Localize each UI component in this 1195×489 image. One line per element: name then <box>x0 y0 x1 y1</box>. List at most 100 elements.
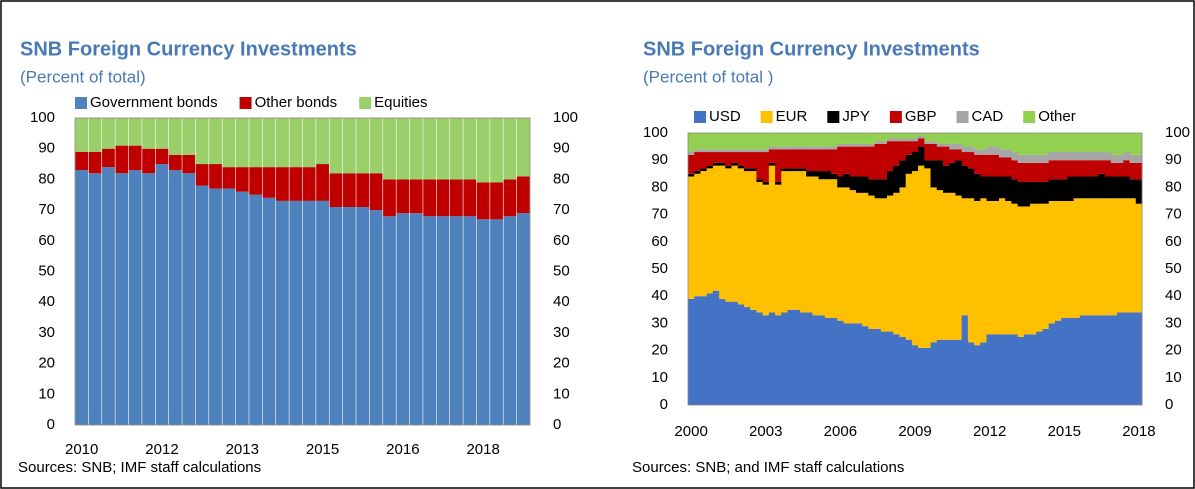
y-tick-label-right: 70 <box>1165 206 1182 223</box>
bar-segment <box>700 171 708 297</box>
bar-segment <box>806 176 813 313</box>
bar-segment <box>1017 154 1025 163</box>
plot-border <box>74 117 531 426</box>
bar-segment <box>737 165 745 169</box>
bar-segment <box>992 154 1000 177</box>
bar-segment <box>837 320 844 405</box>
bar-segment <box>955 339 963 405</box>
bar-segment <box>1054 179 1062 201</box>
y-tick-label-right: 30 <box>553 324 570 341</box>
bar-segment <box>276 167 289 201</box>
bar-segment <box>1098 315 1106 405</box>
x-tick-label: 2015 <box>1048 423 1081 440</box>
bar-segment <box>356 207 370 425</box>
bar-segment <box>855 192 863 324</box>
bar-segment <box>1011 160 1019 180</box>
bar-segment <box>1110 133 1118 155</box>
bar-segment <box>905 173 913 340</box>
bar-segment <box>235 191 249 425</box>
bar-segment <box>787 133 795 147</box>
bar-segment <box>980 176 987 199</box>
legend-label: EUR <box>776 108 808 125</box>
legend-label: Equities <box>374 94 427 111</box>
bar-segment <box>503 118 517 180</box>
bar-segment <box>712 165 720 291</box>
bar-segment <box>768 149 776 163</box>
bar-segment <box>918 133 925 136</box>
bar-segment <box>849 190 857 324</box>
y-tick-label: 90 <box>651 151 668 168</box>
y-tick-label: 10 <box>38 385 55 402</box>
bar-segment <box>980 198 987 343</box>
bar-segment <box>905 141 913 155</box>
bar-segment <box>222 167 236 189</box>
bar-segment <box>737 133 745 150</box>
bar-segment <box>88 151 102 174</box>
bar-segment <box>731 133 739 150</box>
bar-segment <box>936 146 944 161</box>
bar-segment <box>289 118 303 168</box>
chart-subtitle: (Percent of total) <box>20 67 146 86</box>
bar-segment <box>1104 176 1112 199</box>
bar-segment <box>1117 154 1124 163</box>
bar-segment <box>986 201 994 335</box>
bar-segment <box>986 334 994 405</box>
bar-segment <box>1086 160 1093 177</box>
bar-segment <box>787 146 795 150</box>
bar-segment <box>880 133 888 142</box>
y-tick-label: 100 <box>643 124 668 141</box>
bar-segment <box>986 154 994 177</box>
bar-segment <box>1023 334 1031 405</box>
bar-segment <box>712 133 720 150</box>
bar-segment <box>992 176 1000 201</box>
bar-segment <box>762 184 770 316</box>
bar-segment <box>102 167 115 425</box>
bar-segment <box>316 200 329 425</box>
bar-segment <box>1129 154 1137 163</box>
bar-segment <box>874 141 882 144</box>
bar-segment <box>706 133 714 150</box>
legend-swatch <box>359 97 372 109</box>
bar-segment <box>936 133 944 144</box>
bar-segment <box>1030 162 1037 182</box>
bar-segment <box>992 334 1000 405</box>
bar-segment <box>688 133 695 153</box>
bar-segment <box>750 152 757 169</box>
bar-segment <box>812 176 820 316</box>
bar-segment <box>1092 198 1099 316</box>
bar-segment <box>743 149 751 153</box>
bar-segment <box>1123 160 1130 177</box>
bar-segment <box>949 143 956 150</box>
bar-segment <box>787 309 795 405</box>
bar-segment <box>1073 198 1081 318</box>
bar-segment <box>855 143 863 147</box>
bar-segment <box>768 133 776 147</box>
y-tick-label-right: 10 <box>553 385 570 402</box>
bar-segment <box>806 312 813 405</box>
x-tick-label: 2009 <box>898 423 931 440</box>
y-tick-label: 30 <box>38 324 55 341</box>
bar-segment <box>843 173 851 188</box>
bar-segment <box>222 118 236 168</box>
bar-segment <box>1079 160 1087 177</box>
bar-segment <box>75 151 89 171</box>
y-tick-label-right: 90 <box>553 140 570 157</box>
bar-segment <box>249 167 263 195</box>
bar-segment <box>855 323 863 405</box>
bar-segment <box>463 179 477 217</box>
bar-segment <box>793 149 801 169</box>
bar-segment <box>750 309 757 405</box>
bar-segment <box>1086 198 1093 316</box>
bar-segment <box>700 296 708 405</box>
bar-segment <box>849 176 857 191</box>
bar-segment <box>911 345 919 405</box>
bar-segment <box>1104 315 1112 405</box>
bar-segment <box>1061 152 1068 161</box>
bar-segment <box>1036 181 1043 204</box>
bar-segment <box>967 146 975 153</box>
bar-segment <box>775 133 782 147</box>
bar-segment <box>1129 179 1137 199</box>
y-tick-label-right: 20 <box>553 355 570 372</box>
bar-segment <box>924 141 931 144</box>
bar-segment <box>812 146 820 150</box>
